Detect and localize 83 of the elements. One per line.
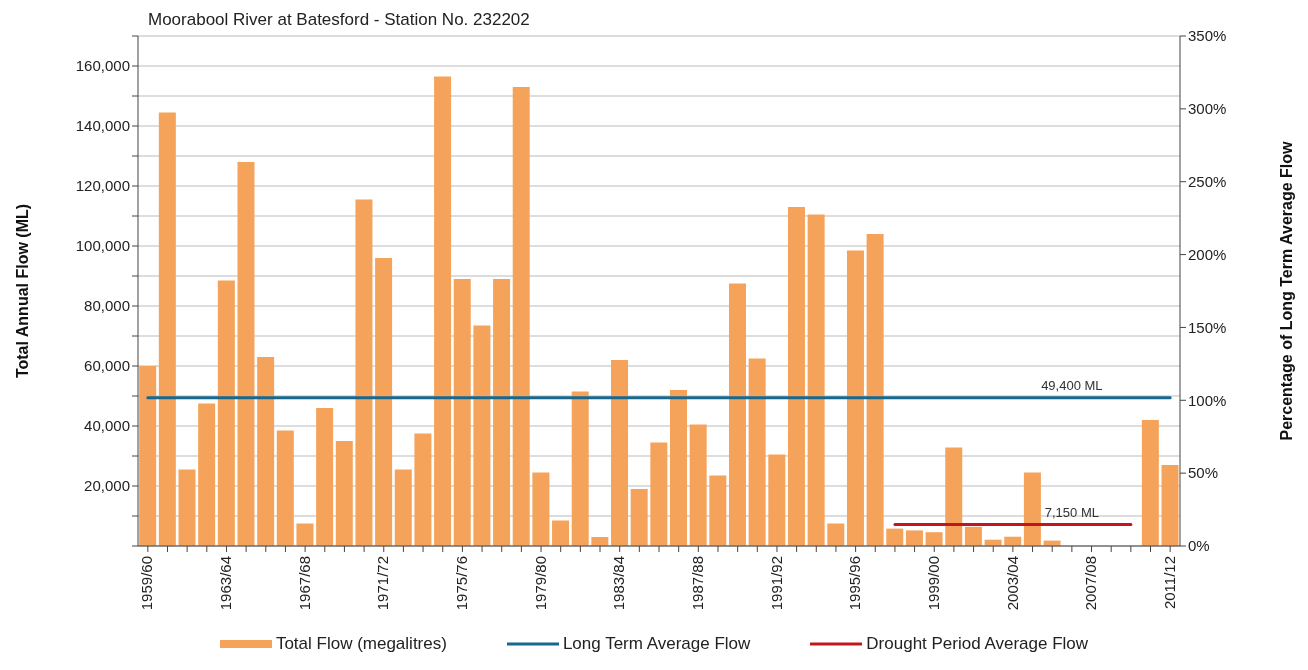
bar: [512, 87, 530, 546]
y2-axis-title: Percentage of Long Term Average Flow: [1277, 140, 1295, 441]
bar: [827, 523, 845, 546]
y2-tick-label: 300%: [1188, 100, 1227, 118]
bar: [217, 280, 235, 546]
bar: [257, 357, 275, 546]
bar: [453, 279, 471, 546]
y2-tick-label: 100%: [1188, 391, 1227, 409]
bar: [945, 447, 963, 546]
y-tick-label: 160,000: [75, 57, 130, 75]
bar: [414, 433, 432, 546]
bar: [689, 424, 707, 546]
bar: [1141, 420, 1159, 546]
bar: [866, 234, 884, 546]
bar: [630, 489, 648, 546]
bar: [964, 526, 982, 546]
y-tick-label: 20,000: [84, 477, 130, 495]
x-tick-label: 1967/68: [295, 556, 313, 611]
bar: [650, 442, 668, 546]
bar: [473, 325, 491, 546]
x-tick-label: 2003/04: [1003, 556, 1021, 611]
bar: [905, 530, 923, 546]
bar: [532, 472, 550, 546]
bar: [670, 390, 688, 546]
bar: [768, 454, 786, 546]
bar: [375, 258, 393, 546]
bar: [198, 403, 216, 546]
y2-tick-label: 350%: [1188, 27, 1227, 45]
bar: [728, 283, 746, 546]
y-tick-label: 80,000: [84, 297, 130, 315]
y-tick-label: 140,000: [75, 117, 130, 135]
bar: [1023, 472, 1041, 546]
x-tick-label: 1991/92: [767, 556, 785, 611]
bar: [571, 391, 589, 546]
bar: [748, 358, 766, 546]
x-tick-label: 2007/08: [1082, 556, 1100, 611]
x-tick-label: 1999/00: [924, 556, 942, 611]
bar: [178, 469, 196, 546]
y2-tick-label: 150%: [1188, 318, 1227, 336]
bar: [139, 366, 157, 546]
bar: [237, 162, 255, 546]
bar: [925, 532, 943, 546]
y-tick-label: 60,000: [84, 357, 130, 375]
bar: [355, 199, 373, 546]
x-tick-label: 2011/12: [1160, 556, 1178, 610]
bar: [276, 430, 294, 546]
bar: [335, 441, 353, 546]
x-tick-label: 1995/96: [846, 556, 864, 611]
bar: [886, 528, 904, 546]
chart-title: Moorabool River at Batesford - Station No. 232202: [148, 10, 530, 30]
x-tick-label: 1959/60: [138, 556, 156, 611]
bar: [552, 520, 570, 546]
annotation: 7,150 ML: [1044, 504, 1099, 520]
bar: [611, 360, 629, 546]
legend-label: Total Flow (megalitres): [274, 634, 447, 654]
y-axis-title: Total Annual Flow (ML): [13, 203, 31, 379]
y2-tick-label: 250%: [1188, 173, 1227, 191]
bar: [807, 214, 825, 546]
y2-tick-label: 200%: [1188, 245, 1227, 263]
y-tick-label: 100,000: [75, 237, 130, 255]
x-tick-label: 1983/84: [610, 556, 628, 611]
y-tick-label: 120,000: [75, 177, 130, 195]
legend-label: Long Term Average Flow: [561, 634, 751, 654]
x-tick-label: 1979/80: [531, 556, 549, 611]
y2-tick-label: 50%: [1188, 464, 1219, 482]
bar: [787, 207, 805, 546]
bar: [1161, 465, 1179, 546]
bar: [158, 112, 176, 546]
bar: [296, 523, 314, 546]
x-tick-label: 1963/64: [217, 556, 235, 611]
bar: [846, 250, 864, 546]
bar: [394, 469, 412, 546]
legend-label: Drought Period Average Flow: [865, 634, 1089, 654]
x-tick-label: 1975/76: [453, 556, 471, 611]
bar: [709, 475, 727, 546]
bar: [493, 279, 511, 546]
bar: [434, 76, 452, 546]
y2-tick-label: 0%: [1188, 537, 1210, 555]
x-tick-label: 1971/72: [374, 556, 392, 611]
y-tick-label: 40,000: [84, 417, 130, 435]
bar: [316, 408, 334, 546]
annotation: 49,400 ML: [1041, 377, 1103, 393]
x-tick-label: 1987/88: [688, 556, 706, 611]
